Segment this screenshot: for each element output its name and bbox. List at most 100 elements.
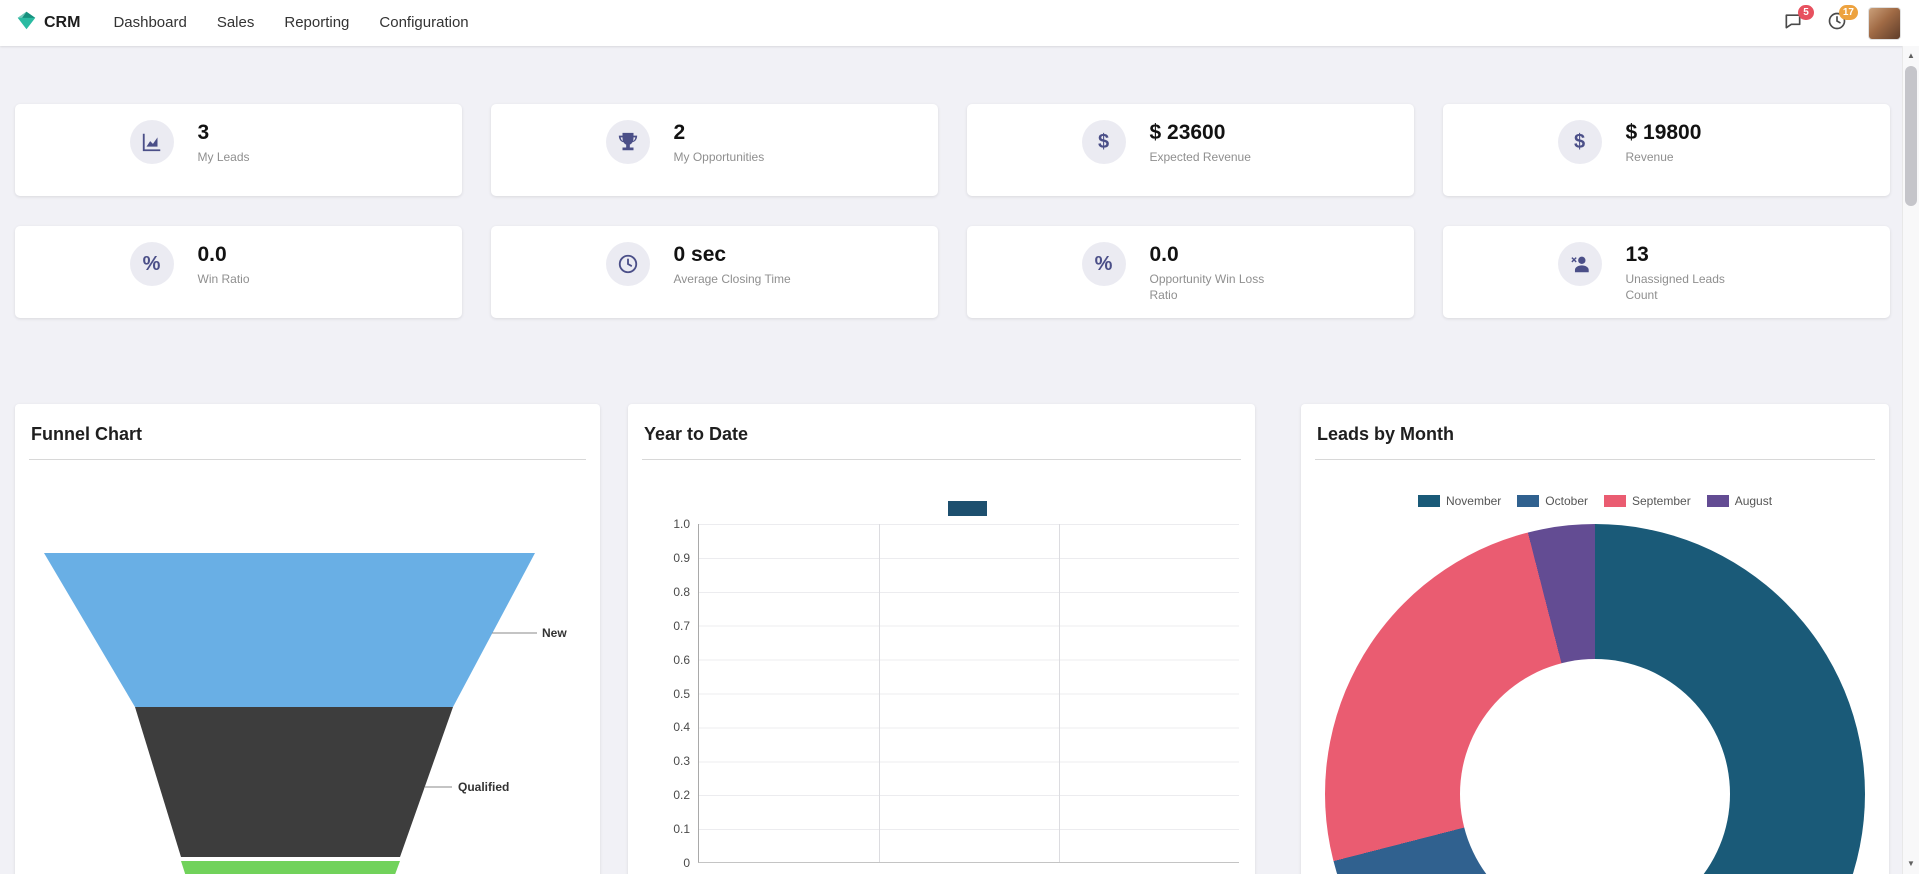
legend-label: August: [1734, 494, 1773, 508]
kpi-card-revenue[interactable]: $ $ 19800 Revenue: [1443, 104, 1890, 196]
legend-swatch: [1706, 495, 1729, 507]
kpi-label: Expected Revenue: [1149, 150, 1251, 164]
kpi-label: Win Ratio: [197, 272, 250, 286]
funnel-stage-new[interactable]: [44, 553, 535, 707]
crm-app-icon: [16, 10, 37, 36]
user-avatar[interactable]: [1868, 6, 1901, 40]
app-name: CRM: [44, 14, 81, 31]
title-divider: [1315, 459, 1875, 460]
ytd-plot-area[interactable]: [698, 524, 1239, 863]
y-axis-tick: 0.3: [673, 754, 690, 768]
charts-row: Funnel Chart New Qualified Year to Date …: [0, 404, 1919, 874]
messages-button[interactable]: 5: [1780, 5, 1814, 36]
percent-icon: %: [129, 242, 174, 286]
chart-title-funnel: Funnel Chart: [31, 424, 142, 444]
donut-legend: November October September August: [1301, 494, 1889, 508]
leads-by-month-card: Leads by Month November October Septembe…: [1301, 404, 1889, 874]
scroll-up-arrow[interactable]: ▲: [1907, 51, 1915, 60]
funnel-stage-bottom[interactable]: [181, 861, 400, 874]
y-axis-tick: 0: [683, 856, 690, 870]
y-axis-tick: 0.4: [673, 720, 690, 734]
kpi-value: 3: [197, 121, 210, 144]
trophy-icon: [605, 120, 650, 164]
app-switcher[interactable]: CRM: [16, 10, 80, 36]
funnel-chart-card: Funnel Chart New Qualified: [15, 404, 600, 874]
chart-title-leads-by-month: Leads by Month: [1317, 424, 1455, 444]
kpi-label: Average Closing Time: [673, 272, 791, 286]
y-axis-tick: 0.7: [673, 619, 690, 633]
kpi-grid: 3 My Leads 2 My Opportunities $ $ 23600 …: [0, 46, 1919, 318]
kpi-value: 0 sec: [673, 243, 727, 266]
percent-icon: %: [1081, 242, 1126, 286]
title-divider: [642, 459, 1241, 460]
kpi-value: $ 23600: [1149, 121, 1226, 144]
activities-badge: 17: [1838, 5, 1858, 20]
kpi-value: 0.0: [1149, 243, 1179, 266]
legend-label: October: [1545, 494, 1588, 508]
vertical-scrollbar[interactable]: ▲ ▼: [1902, 46, 1919, 874]
kpi-card-average-closing-time[interactable]: 0 sec Average Closing Time: [491, 226, 938, 318]
kpi-label: Revenue: [1625, 150, 1674, 164]
menu-dashboard[interactable]: Dashboard: [113, 14, 187, 31]
y-axis-tick: 0.6: [673, 653, 690, 667]
top-navbar: CRM Dashboard Sales Reporting Configurat…: [0, 0, 1919, 46]
scroll-down-arrow[interactable]: ▼: [1907, 859, 1915, 868]
menu-sales[interactable]: Sales: [216, 14, 255, 31]
legend-swatch: [1517, 495, 1540, 507]
kpi-card-opportunity-win-loss-ratio[interactable]: % 0.0 Opportunity Win Loss Ratio: [967, 226, 1414, 318]
dollar-icon: $: [1557, 120, 1602, 164]
scrollbar-thumb[interactable]: [1905, 66, 1917, 206]
legend-item-september[interactable]: September: [1603, 494, 1691, 508]
kpi-card-my-opportunities[interactable]: 2 My Opportunities: [491, 104, 938, 196]
clock-icon: [1827, 11, 1847, 36]
funnel-label-qualified: Qualified: [458, 780, 509, 794]
kpi-label: My Leads: [197, 150, 250, 164]
kpi-card-win-ratio[interactable]: % 0.0 Win Ratio: [15, 226, 462, 318]
y-axis-tick: 0.9: [673, 551, 690, 565]
kpi-label: My Opportunities: [673, 150, 765, 164]
legend-label: September: [1631, 494, 1691, 508]
legend-label: November: [1445, 494, 1502, 508]
kpi-label: Unassigned Leads Count: [1625, 272, 1725, 302]
donut-hole: [1460, 659, 1730, 874]
messages-badge: 5: [1798, 5, 1814, 20]
kpi-card-unassigned-leads-count[interactable]: 13 Unassigned Leads Count: [1443, 226, 1890, 318]
chart-title-ytd: Year to Date: [644, 424, 749, 444]
user-unassigned-icon: [1557, 242, 1602, 286]
chat-bubble-icon: [1783, 11, 1803, 36]
menu-reporting[interactable]: Reporting: [284, 14, 350, 31]
legend-swatch: [1603, 495, 1626, 507]
main-menu: Dashboard Sales Reporting Configuration: [98, 0, 483, 46]
legend-swatch: [1417, 495, 1440, 507]
title-divider: [29, 459, 586, 460]
navbar-systray: 5 17: [1780, 5, 1907, 40]
kpi-card-my-leads[interactable]: 3 My Leads: [15, 104, 462, 196]
legend-swatch[interactable]: [948, 501, 987, 516]
kpi-value: $ 19800: [1625, 121, 1702, 144]
funnel-chart: New Qualified: [44, 553, 567, 874]
kpi-card-expected-revenue[interactable]: $ $ 23600 Expected Revenue: [967, 104, 1414, 196]
leads-by-month-donut[interactable]: [1325, 524, 1865, 874]
kpi-value: 2: [673, 121, 686, 144]
kpi-label: Opportunity Win Loss Ratio: [1149, 272, 1265, 302]
vertical-gridline: [878, 524, 880, 862]
funnel-label-new: New: [542, 626, 567, 640]
area-chart-icon: [129, 120, 174, 164]
activities-button[interactable]: 17: [1824, 5, 1858, 36]
dollar-icon: $: [1081, 120, 1126, 164]
kpi-value: 0.0: [197, 243, 227, 266]
y-axis-tick: 0.5: [673, 687, 690, 701]
clock-icon: [605, 242, 650, 286]
y-axis-tick: 1.0: [673, 517, 690, 531]
y-axis-tick: 0.8: [673, 585, 690, 599]
y-axis-tick: 0.2: [673, 788, 690, 802]
legend-item-october[interactable]: October: [1517, 494, 1588, 508]
menu-configuration[interactable]: Configuration: [379, 14, 469, 31]
legend-item-august[interactable]: August: [1706, 494, 1773, 508]
funnel-stage-qualified[interactable]: [135, 707, 453, 857]
y-axis-tick: 0.1: [673, 822, 690, 836]
year-to-date-card: Year to Date 1.0 0.9 0.8 0.7 0.6 0.5 0.4…: [628, 404, 1255, 874]
kpi-value: 13: [1625, 243, 1649, 266]
legend-item-november[interactable]: November: [1417, 494, 1502, 508]
vertical-gridline: [1059, 524, 1060, 862]
